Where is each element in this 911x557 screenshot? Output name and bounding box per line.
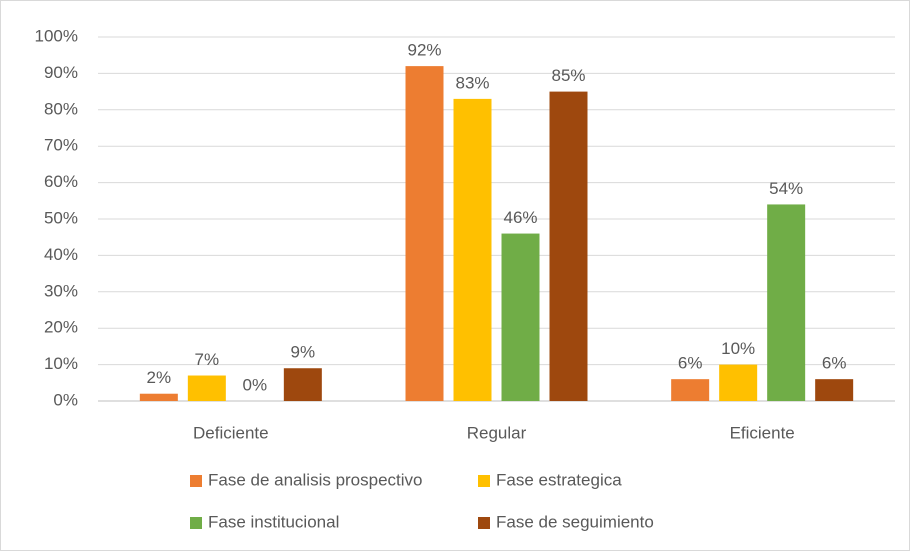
bar: [187, 375, 226, 401]
data-label: 46%: [503, 208, 537, 227]
data-label: 9%: [291, 343, 316, 362]
x-tick-label: Deficiente: [193, 423, 269, 442]
y-tick-label: 80%: [44, 99, 78, 118]
bar: [453, 98, 492, 401]
bar: [139, 393, 178, 401]
x-tick-label: Regular: [467, 423, 527, 442]
legend-label: Fase de analisis prospectivo: [208, 470, 423, 489]
data-label: 7%: [195, 350, 220, 369]
legend-label: Fase institucional: [208, 512, 339, 531]
data-label: 92%: [407, 41, 441, 60]
bar: [549, 91, 588, 401]
y-tick-label: 50%: [44, 208, 78, 227]
bar: [719, 364, 758, 401]
bar: [501, 233, 540, 401]
y-tick-label: 70%: [44, 136, 78, 155]
data-label: 6%: [822, 354, 847, 373]
bar: [283, 368, 322, 401]
legend-swatch: [478, 517, 490, 529]
legend-label: Fase estrategica: [496, 470, 622, 489]
bar: [815, 379, 854, 401]
legend-label: Fase de seguimiento: [496, 512, 654, 531]
y-tick-label: 20%: [44, 318, 78, 337]
data-label: 54%: [769, 179, 803, 198]
bar: [671, 379, 710, 401]
y-tick-label: 100%: [35, 26, 78, 45]
x-tick-label: Eficiente: [730, 423, 795, 442]
y-tick-label: 90%: [44, 63, 78, 82]
y-tick-label: 10%: [44, 354, 78, 373]
legend-swatch: [190, 475, 202, 487]
data-label: 85%: [551, 66, 585, 85]
legend-swatch: [190, 517, 202, 529]
data-label: 83%: [455, 73, 489, 92]
data-label: 2%: [147, 368, 172, 387]
bar: [767, 204, 806, 401]
y-tick-label: 0%: [53, 390, 78, 409]
data-label: 10%: [721, 339, 755, 358]
data-label: 6%: [678, 354, 703, 373]
legend-swatch: [478, 475, 490, 487]
y-tick-label: 40%: [44, 245, 78, 264]
y-tick-label: 30%: [44, 281, 78, 300]
bar: [405, 66, 444, 402]
data-label: 0%: [243, 375, 268, 394]
y-tick-label: 60%: [44, 172, 78, 191]
